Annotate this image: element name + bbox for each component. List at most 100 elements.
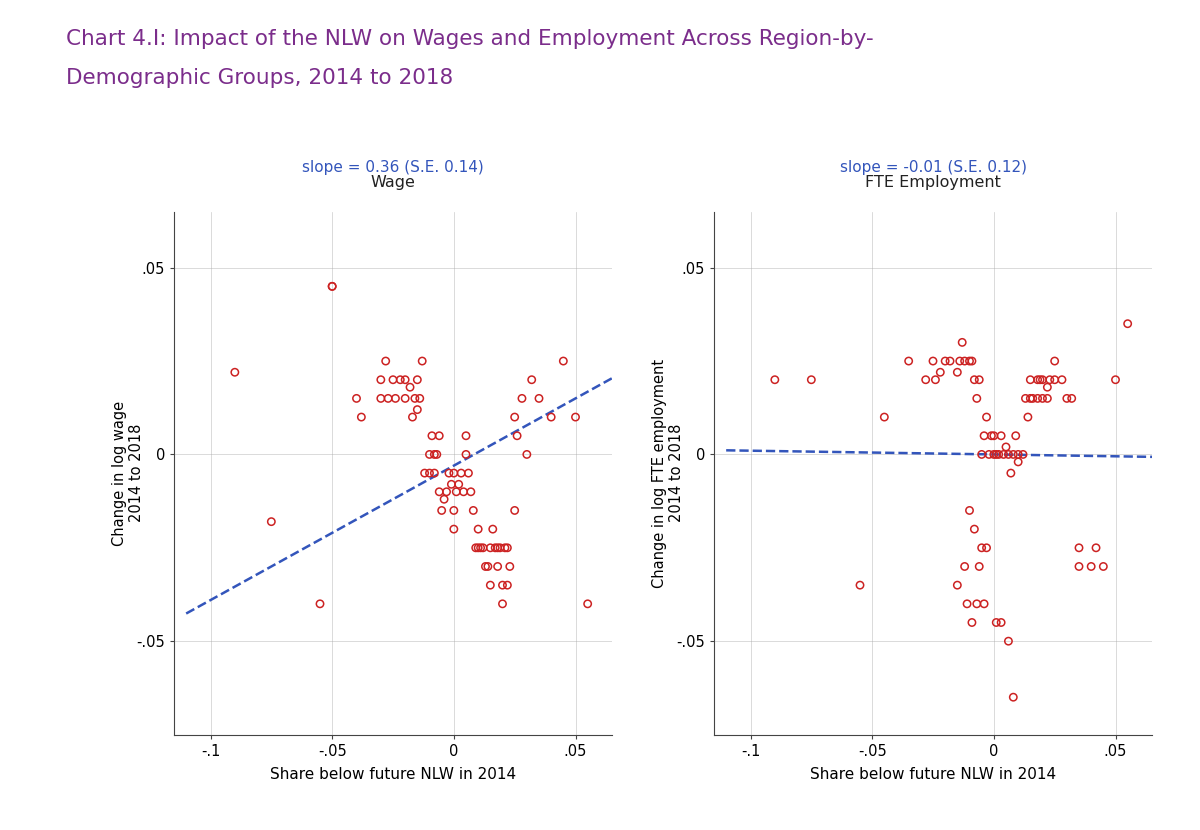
Point (461, 485, 480, 498)
Point (446, 485, 466, 498)
Point (996, 440, 1015, 453)
Point (422, 429, 442, 442)
Point (965, 373, 984, 386)
Point (456, 429, 475, 442)
Point (986, 448, 1006, 461)
Point (1006, 429, 1025, 442)
Point (899, 354, 918, 368)
Point (1038, 392, 1057, 405)
Point (508, 429, 527, 442)
Point (766, 373, 785, 386)
Text: slope = -0.01 (S.E. 0.12): slope = -0.01 (S.E. 0.12) (840, 160, 1026, 175)
Point (491, 541, 510, 554)
Point (408, 403, 427, 417)
Text: Chart 4.I: Impact of the NLW on Wages and Employment Across Region-by-: Chart 4.I: Impact of the NLW on Wages an… (66, 29, 874, 49)
Point (481, 579, 500, 592)
Point (500, 559, 520, 573)
Point (396, 392, 415, 405)
Point (960, 504, 979, 517)
Point (493, 598, 512, 611)
Point (458, 466, 478, 480)
Point (505, 410, 524, 423)
Point (1069, 541, 1088, 554)
Point (1001, 466, 1020, 480)
Point (481, 541, 500, 554)
Point (468, 523, 487, 536)
Point (226, 365, 245, 378)
Point (476, 559, 496, 573)
Point (977, 410, 996, 423)
X-axis label: Share below future NLW in 2014: Share below future NLW in 2014 (270, 767, 516, 782)
Point (998, 448, 1018, 461)
Point (484, 523, 503, 536)
Point (420, 448, 439, 461)
Point (926, 373, 946, 386)
Point (454, 485, 473, 498)
Point (496, 541, 515, 554)
Point (410, 392, 430, 405)
Point (972, 448, 991, 461)
Point (982, 429, 1001, 442)
Point (427, 448, 446, 461)
Point (960, 354, 979, 368)
Text: slope = 0.36 (S.E. 0.14): slope = 0.36 (S.E. 0.14) (302, 160, 484, 175)
Point (936, 354, 955, 368)
Point (1081, 559, 1100, 573)
Point (430, 485, 449, 498)
Point (444, 466, 463, 480)
Point (406, 392, 425, 405)
Point (1086, 541, 1105, 554)
Point (479, 559, 498, 573)
Point (456, 448, 475, 461)
Point (451, 466, 470, 480)
Point (1014, 448, 1033, 461)
Point (970, 373, 989, 386)
Point (948, 365, 967, 378)
Point (1021, 392, 1040, 405)
Point (979, 448, 998, 461)
Point (802, 373, 821, 386)
Point (1028, 392, 1048, 405)
Point (1031, 373, 1050, 386)
Title: FTE Employment: FTE Employment (865, 174, 1001, 189)
Point (955, 354, 974, 368)
Point (1057, 392, 1076, 405)
Point (420, 466, 439, 480)
Point (851, 579, 870, 592)
Point (311, 598, 330, 611)
Point (1024, 392, 1043, 405)
Y-axis label: Change in log wage
2014 to 2018: Change in log wage 2014 to 2018 (112, 401, 144, 545)
Point (1003, 448, 1022, 461)
Point (1021, 373, 1040, 386)
Point (470, 541, 491, 554)
Point (1045, 373, 1064, 386)
Point (498, 541, 517, 554)
Point (437, 485, 456, 498)
Point (466, 541, 485, 554)
Point (403, 410, 422, 423)
Point (401, 380, 420, 394)
Point (522, 373, 541, 386)
Point (463, 504, 482, 517)
Point (468, 541, 487, 554)
Point (1028, 373, 1048, 386)
Point (541, 410, 560, 423)
Point (352, 410, 371, 423)
Point (955, 559, 974, 573)
Point (1033, 373, 1052, 386)
Point (1093, 559, 1112, 573)
Point (1003, 691, 1022, 704)
Point (1040, 373, 1060, 386)
Point (994, 448, 1013, 461)
Point (444, 523, 463, 536)
Point (1008, 455, 1027, 468)
Point (1008, 448, 1027, 461)
Point (488, 541, 508, 554)
Point (1038, 380, 1057, 394)
Point (425, 466, 444, 480)
Point (408, 373, 427, 386)
Point (924, 354, 943, 368)
Point (962, 616, 982, 629)
Point (434, 492, 454, 505)
Text: Demographic Groups, 2014 to 2018: Demographic Groups, 2014 to 2018 (66, 68, 454, 88)
